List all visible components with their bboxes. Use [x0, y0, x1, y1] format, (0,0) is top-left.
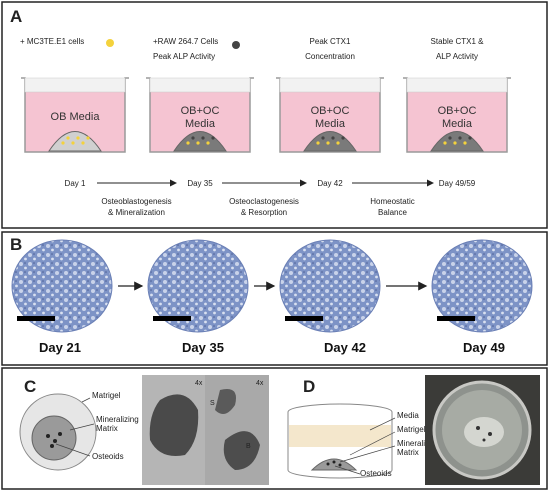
cell — [458, 136, 462, 140]
cell — [76, 136, 80, 140]
diagram-label: Osteoids — [360, 469, 392, 478]
day-label: Day 1 — [65, 179, 86, 188]
addition-label: ALP Activity — [436, 52, 478, 61]
cell — [331, 136, 335, 140]
media-label: Media — [442, 118, 473, 130]
cell — [336, 141, 340, 145]
photo-label: 4x — [195, 380, 203, 387]
scale-bar — [285, 316, 323, 321]
well-rim — [279, 77, 381, 93]
process-label: Balance — [378, 208, 407, 217]
process-label: Homeostatic — [370, 197, 414, 206]
media-label: OB Media — [51, 111, 101, 123]
cell — [61, 141, 65, 145]
matrigel-diagram — [19, 393, 97, 471]
cell — [453, 141, 457, 145]
panel-frame — [1, 231, 548, 366]
day-label: Day 49/59 — [439, 179, 476, 188]
addition-label: Stable CTX1 & — [431, 37, 485, 46]
cell — [326, 141, 330, 145]
addition-label: +RAW 264.7 Cells — [153, 37, 218, 46]
scale-bar — [153, 316, 191, 321]
diagram-label: Mineralizing — [397, 439, 440, 448]
addition-label: Peak CTX1 — [310, 37, 351, 46]
cell — [196, 141, 200, 145]
tissue-section — [147, 239, 249, 333]
cell — [448, 136, 452, 140]
scale-bar — [437, 316, 475, 321]
cell — [191, 136, 195, 140]
diagram-label: Matrix — [397, 448, 419, 457]
photo-label: B — [246, 443, 251, 450]
media-label: Media — [185, 118, 216, 130]
cell — [201, 136, 205, 140]
process-label: & Resorption — [241, 208, 287, 217]
panel-label: A — [10, 7, 22, 26]
cell — [66, 136, 70, 140]
dish-diagram — [287, 403, 396, 479]
cell-icon — [106, 39, 114, 47]
day-label: Day 49 — [463, 340, 505, 355]
day-label: Day 42 — [324, 340, 366, 355]
tissue-section — [279, 239, 381, 333]
addition-label: Concentration — [305, 52, 355, 61]
day-label: Day 35 — [187, 179, 213, 188]
cell — [206, 141, 210, 145]
cell — [443, 141, 447, 145]
panel-frame — [1, 1, 548, 229]
day-label: Day 42 — [317, 179, 343, 188]
panel-label: B — [10, 235, 22, 254]
process-label: Osteoclastogenesis — [229, 197, 299, 206]
cell — [86, 136, 90, 140]
tissue-section — [11, 239, 113, 333]
tissue-section — [431, 239, 533, 333]
cell — [463, 141, 467, 145]
micrograph — [142, 375, 269, 485]
day-label: Day 21 — [39, 340, 81, 355]
cell — [468, 136, 472, 140]
media-label: Media — [315, 118, 346, 130]
panel-label: C — [24, 377, 36, 396]
diagram-label: Matrigel — [92, 391, 121, 400]
day-label: Day 35 — [182, 340, 224, 355]
media-label: OB+OC — [438, 105, 477, 117]
cell — [71, 141, 75, 145]
media-label: OB+OC — [181, 105, 220, 117]
process-label: & Mineralization — [108, 208, 165, 217]
diagram-label: Matrix — [96, 424, 118, 433]
well-rim — [149, 77, 251, 93]
cell — [341, 136, 345, 140]
dish-photo — [425, 375, 540, 485]
diagram-label: Media — [397, 411, 419, 420]
cell — [186, 141, 190, 145]
photo-label: 4x — [256, 380, 264, 387]
diagram-label: Osteoids — [92, 452, 124, 461]
well-rim — [24, 77, 126, 93]
panel-label: D — [303, 377, 315, 396]
addition-label: + MC3TE.E1 cells — [20, 37, 84, 46]
media-label: OB+OC — [311, 105, 350, 117]
cell — [81, 141, 85, 145]
diagram-label: Mineralizing — [96, 415, 139, 424]
process-label: Osteoblastogenesis — [101, 197, 171, 206]
cell — [321, 136, 325, 140]
scale-bar — [17, 316, 55, 321]
well-rim — [406, 77, 508, 93]
cell-icon — [232, 41, 240, 49]
photo-label: S — [210, 400, 215, 407]
diagram-label: Matrigel — [397, 425, 426, 434]
cell — [211, 136, 215, 140]
addition-label: Peak ALP Activity — [153, 52, 215, 61]
cell — [316, 141, 320, 145]
panel-frame — [1, 367, 548, 490]
